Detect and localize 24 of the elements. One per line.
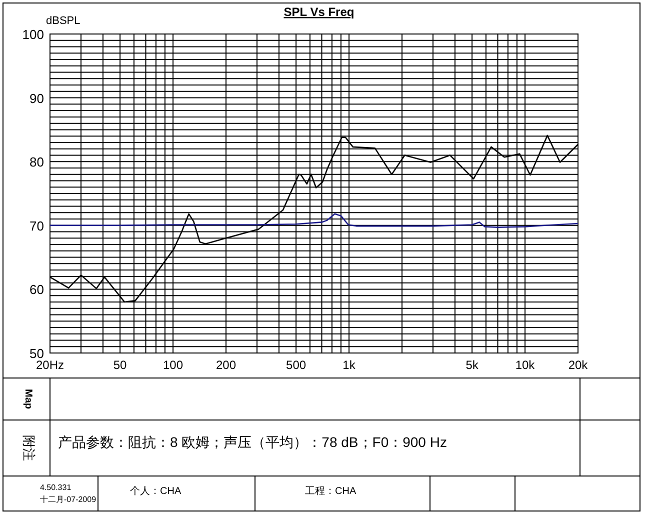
text: Map bbox=[22, 389, 34, 409]
chart-title: SPL Vs Freq bbox=[284, 5, 354, 19]
x-tick-label: 10k bbox=[515, 358, 536, 372]
y-tick-label: 80 bbox=[30, 154, 44, 170]
text: 工程：CHA bbox=[305, 486, 356, 497]
text: 产品参数：阻抗：8 欧姆；声压（平均）：78 dB；F0：900 Hz bbox=[58, 434, 447, 450]
y-tick-label: 70 bbox=[30, 218, 44, 234]
x-tick-label: 100 bbox=[163, 358, 184, 372]
text: 4.50.331 bbox=[40, 483, 72, 492]
y-tick-label: 50 bbox=[30, 346, 44, 361]
x-tick-label: 500 bbox=[286, 358, 306, 372]
text: 附注 bbox=[22, 435, 37, 461]
x-tick-label: 50 bbox=[113, 358, 128, 372]
x-tick-label: 1k bbox=[342, 358, 356, 372]
y-axis-title: dBSPL bbox=[46, 15, 80, 27]
text: 个人：CHA bbox=[130, 485, 182, 497]
x-tick-label: 5k bbox=[466, 358, 480, 372]
x-tick-label: 20Hz bbox=[36, 358, 64, 372]
text: 十二月-07-2009 bbox=[40, 495, 97, 504]
y-tick-label: 100 bbox=[22, 27, 44, 42]
y-tick-label: 60 bbox=[30, 282, 44, 298]
x-tick-label: 20k bbox=[568, 358, 589, 372]
y-tick-label: 90 bbox=[30, 90, 44, 106]
x-tick-label: 200 bbox=[216, 358, 236, 372]
